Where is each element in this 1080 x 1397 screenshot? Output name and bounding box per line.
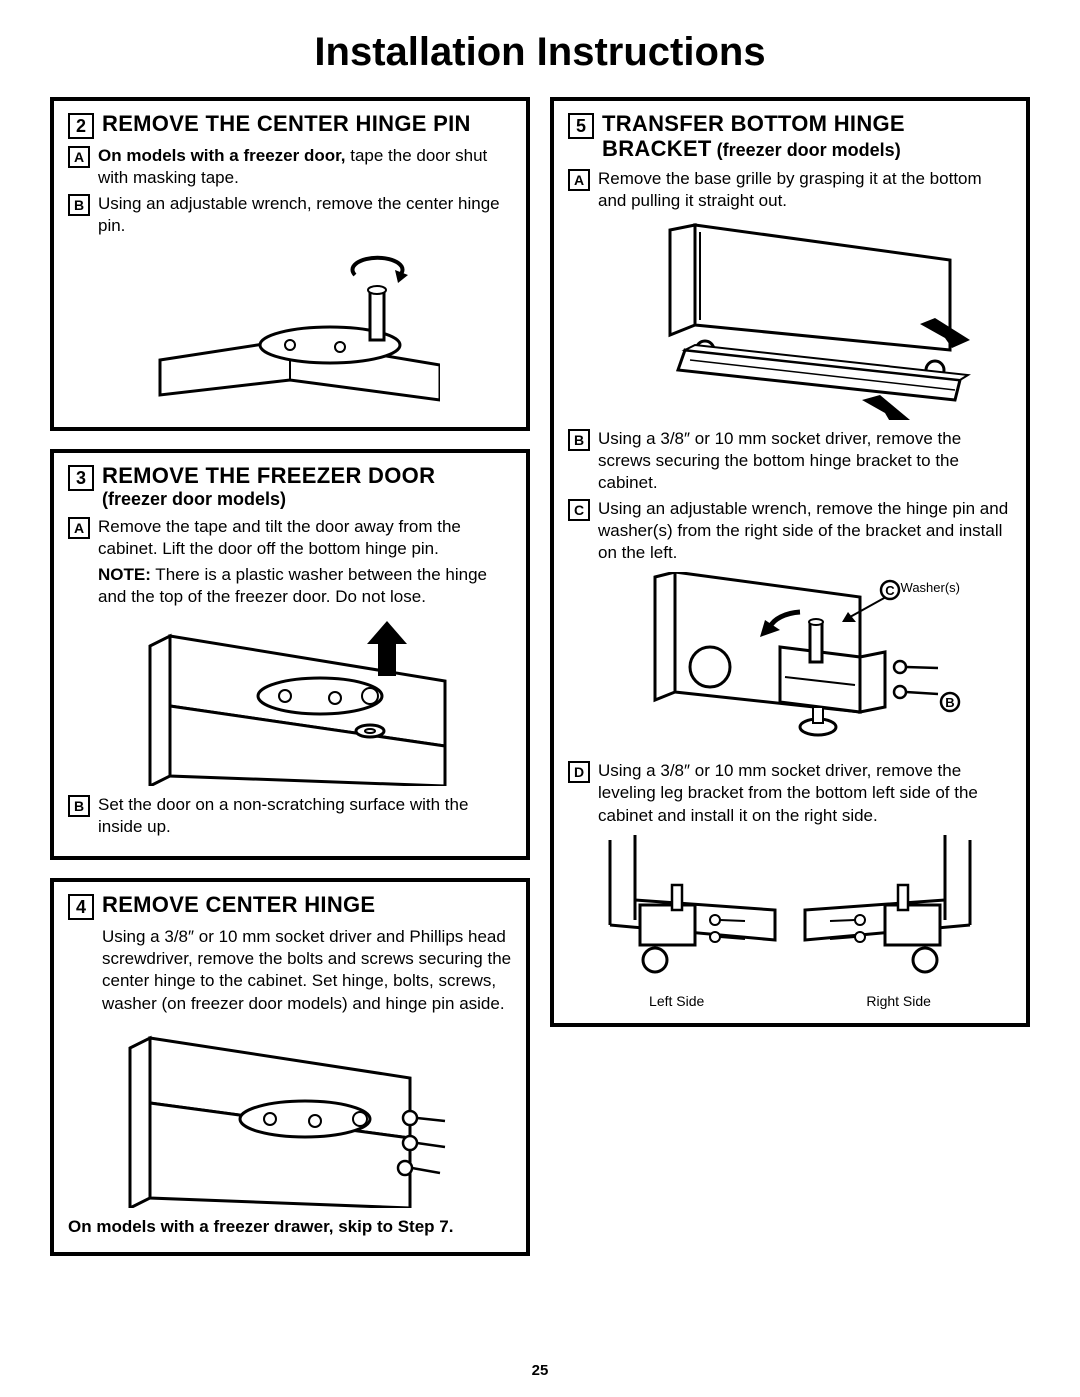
diagram-hinge-pin (140, 245, 440, 405)
substep-letter-D: D (568, 761, 590, 783)
step-4-body: Using a 3/8″ or 10 mm socket driver and … (102, 926, 512, 1014)
substep-letter-B: B (568, 429, 590, 451)
step-5-A-text: Remove the base grille by grasping it at… (598, 168, 1012, 212)
step-3-B-text: Set the door on a non-scratching surface… (98, 794, 512, 838)
panel-step-3: 3 REMOVE THE FREEZER DOOR (freezer door … (50, 449, 530, 860)
step-5-A: A Remove the base grille by grasping it … (568, 168, 1012, 212)
step-4-footnote: On models with a freezer drawer, skip to… (68, 1216, 512, 1238)
step-4-number-box: 4 (68, 894, 94, 920)
step-3-A-text: Remove the tape and tilt the door away f… (98, 516, 512, 560)
columns-container: 2 REMOVE THE CENTER HINGE PIN A On model… (50, 97, 1030, 1256)
left-right-labels: Left Side Right Side (568, 993, 1012, 1009)
step-2-A: A On models with a freezer door, tape th… (68, 145, 512, 189)
panel-step-4: 4 REMOVE CENTER HINGE Using a 3/8″ or 10… (50, 878, 530, 1255)
step-4-title: REMOVE CENTER HINGE (102, 892, 375, 917)
substep-letter-B: B (68, 795, 90, 817)
step-4-heading: 4 REMOVE CENTER HINGE (68, 892, 512, 920)
note-text: There is a plastic washer between the hi… (98, 565, 487, 606)
substep-letter-C: C (568, 499, 590, 521)
step-3-subtitle: (freezer door models) (102, 489, 286, 509)
left-side-label: Left Side (649, 993, 704, 1009)
washers-label: Washer(s) (901, 580, 960, 595)
right-column: 5 TRANSFER BOTTOM HINGE BRACKET (freezer… (550, 97, 1030, 1256)
step-5-number-box: 5 (568, 113, 594, 139)
step-2-A-bold: On models with a freezer door, (98, 146, 346, 165)
step-5-title-2: BRACKET (602, 136, 712, 161)
panel-step-2: 2 REMOVE THE CENTER HINGE PIN A On model… (50, 97, 530, 431)
substep-letter-B: B (68, 194, 90, 216)
left-column: 2 REMOVE THE CENTER HINGE PIN A On model… (50, 97, 530, 1256)
step-3-note: NOTE: There is a plastic washer between … (98, 564, 512, 608)
callout-C: C (885, 583, 895, 598)
step-3-B: B Set the door on a non-scratching surfa… (68, 794, 512, 838)
substep-letter-A: A (68, 146, 90, 168)
step-2-B-text: Using an adjustable wrench, remove the c… (98, 193, 512, 237)
step-5-C: C Using an adjustable wrench, remove the… (568, 498, 1012, 564)
page-number: 25 (0, 1362, 1080, 1379)
diagram-left-right-bracket (580, 835, 1000, 985)
step-5-title-1: TRANSFER BOTTOM HINGE (602, 111, 905, 136)
step-3-heading: 3 REMOVE THE FREEZER DOOR (freezer door … (68, 463, 512, 509)
step-5-C-text: Using an adjustable wrench, remove the h… (598, 498, 1012, 564)
step-3-title: REMOVE THE FREEZER DOOR (102, 463, 435, 488)
step-5-D-text: Using a 3/8″ or 10 mm socket driver, rem… (598, 760, 1012, 826)
step-2-number-box: 2 (68, 113, 94, 139)
diagram-base-grille (600, 220, 980, 420)
page-title: Installation Instructions (50, 30, 1030, 75)
diagram-freezer-door-lift (125, 616, 455, 786)
step-2-title: REMOVE THE CENTER HINGE PIN (102, 111, 471, 136)
callout-B: B (945, 695, 954, 710)
step-3-number-box: 3 (68, 465, 94, 491)
diagram-hinge-bracket: C B (600, 572, 980, 752)
step-2-B: B Using an adjustable wrench, remove the… (68, 193, 512, 237)
substep-letter-A: A (68, 517, 90, 539)
diagram-center-hinge-remove (110, 1023, 470, 1208)
step-5-D: D Using a 3/8″ or 10 mm socket driver, r… (568, 760, 1012, 826)
step-5-B-text: Using a 3/8″ or 10 mm socket driver, rem… (598, 428, 1012, 494)
step-5-title-sub: (freezer door models) (712, 140, 901, 160)
step-2-heading: 2 REMOVE THE CENTER HINGE PIN (68, 111, 512, 139)
substep-letter-A: A (568, 169, 590, 191)
note-label: NOTE: (98, 565, 151, 584)
panel-step-5: 5 TRANSFER BOTTOM HINGE BRACKET (freezer… (550, 97, 1030, 1027)
step-5-heading: 5 TRANSFER BOTTOM HINGE BRACKET (freezer… (568, 111, 1012, 162)
step-3-A: A Remove the tape and tilt the door away… (68, 516, 512, 560)
right-side-label: Right Side (866, 993, 931, 1009)
step-5-B: B Using a 3/8″ or 10 mm socket driver, r… (568, 428, 1012, 494)
